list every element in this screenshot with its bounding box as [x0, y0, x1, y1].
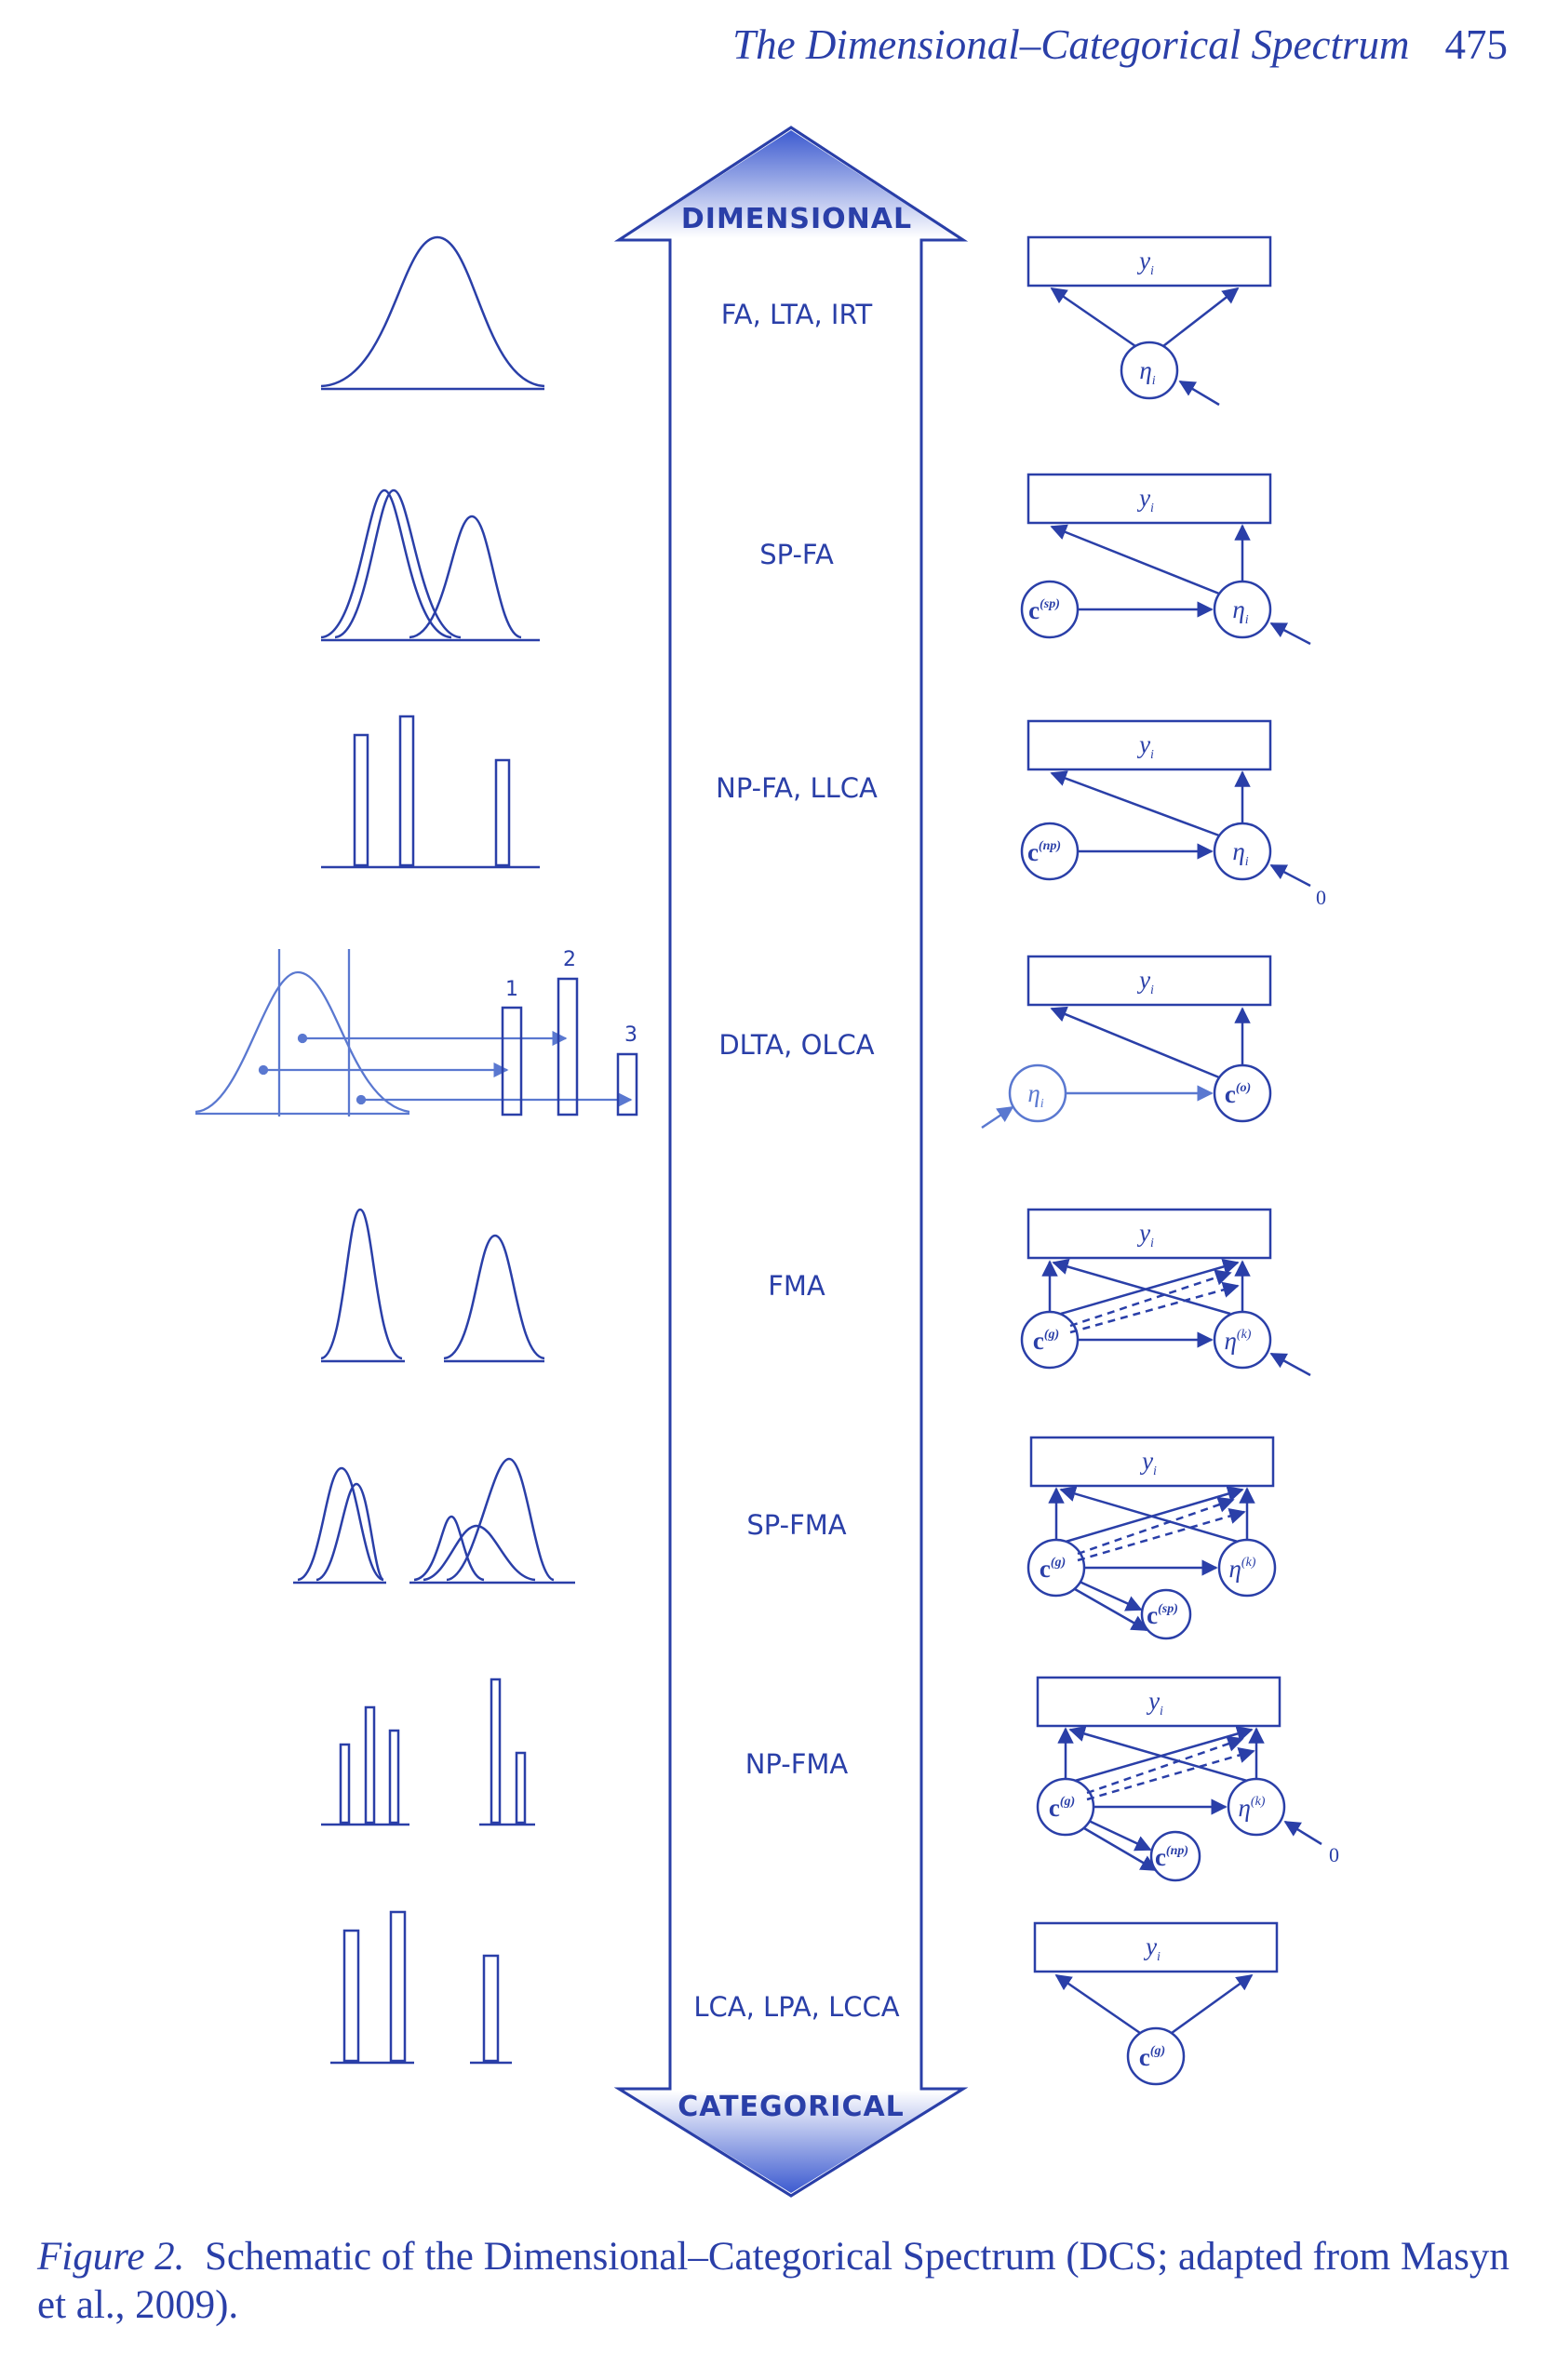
row4-category-bars	[501, 977, 638, 1116]
model-dlta-diagram	[981, 955, 1272, 1130]
svg-text:yi: yi	[1136, 966, 1154, 997]
svg-text:ηi: ηi	[1232, 595, 1248, 627]
model-sp-fma-diagram	[1026, 1436, 1277, 1640]
row-label-lca: LCA, LPA, LCCA	[693, 1991, 899, 2023]
row-label-fma: FMA	[768, 1270, 825, 1302]
row-label-dlta: DLTA, OLCA	[718, 1029, 874, 1061]
categorical-label: CATEGORICAL	[678, 2091, 905, 2123]
svg-text:yi: yi	[1136, 484, 1154, 515]
svg-text:η(k): η(k)	[1225, 1327, 1252, 1355]
category-number-3: 3	[624, 1023, 637, 1047]
model-labels: yi ηi yi c(sp) ηi yi c(np) ηi 0 yi ηi c(…	[1027, 247, 1339, 2071]
row-label-sp-fma: SP-FMA	[746, 1509, 846, 1541]
svg-text:c(g): c(g)	[1040, 1555, 1066, 1583]
svg-text:0: 0	[1329, 1843, 1339, 1866]
category-number-2: 2	[563, 948, 576, 971]
svg-text:c(g): c(g)	[1049, 1794, 1075, 1822]
svg-text:ηi: ηi	[1139, 356, 1155, 388]
running-head-title: The Dimensional–Categorical Spectrum	[732, 21, 1410, 68]
row-label-np-fa: NP-FA, LLCA	[716, 772, 878, 804]
model-fa-diagram	[1026, 235, 1272, 407]
model-lca-diagram	[1033, 1921, 1279, 2086]
row-label-np-fma: NP-FMA	[745, 1748, 849, 1780]
category-number-1: 1	[505, 978, 518, 1001]
svg-text:yi: yi	[1139, 1447, 1157, 1478]
svg-text:yi: yi	[1136, 730, 1154, 762]
svg-text:ηi: ηi	[1027, 1079, 1043, 1111]
row8-bars	[330, 1910, 512, 2065]
svg-text:η(k): η(k)	[1229, 1555, 1256, 1583]
spectrum-double-arrow	[613, 126, 969, 2198]
page-number: 475	[1444, 21, 1509, 68]
model-sp-fa-diagram	[1020, 473, 1311, 646]
svg-text:c(np): c(np)	[1027, 838, 1061, 866]
model-fma-diagram	[1020, 1208, 1311, 1377]
caption-text: Schematic of the Dimensional–Categorical…	[37, 2235, 1509, 2327]
arrow-head-bottom-gradient	[624, 2091, 959, 2193]
row-label-fa: FA, LTA, IRT	[721, 299, 873, 330]
svg-text:c(g): c(g)	[1139, 2043, 1165, 2071]
model-np-fma-diagram	[1036, 1676, 1322, 1882]
svg-text:c(g): c(g)	[1033, 1327, 1059, 1355]
row2-mixture-curves	[320, 488, 540, 642]
row7-bars	[321, 1678, 535, 1826]
row1-normal-curve	[320, 235, 545, 391]
row3-bars	[321, 715, 540, 869]
row-label-sp-fa: SP-FA	[759, 539, 834, 570]
svg-text:c(o): c(o)	[1225, 1080, 1251, 1108]
running-head: The Dimensional–Categorical Spectrum 475	[651, 20, 1508, 69]
dimensional-label: DIMENSIONAL	[681, 203, 912, 235]
row4-discretization	[195, 949, 633, 1116]
figure-caption: Figure 2. Schematic of the Dimensional–C…	[37, 2233, 1517, 2330]
figure-2-schematic: DIMENSIONAL CATEGORICAL FA, LTA, IRT SP-…	[195, 126, 1339, 2198]
svg-text:yi: yi	[1146, 1687, 1163, 1718]
svg-text:ηi: ηi	[1232, 837, 1248, 869]
model-np-fa-diagram	[1020, 719, 1311, 888]
svg-text:c(np): c(np)	[1155, 1843, 1188, 1871]
svg-text:yi: yi	[1136, 1219, 1154, 1250]
svg-text:yi: yi	[1136, 247, 1154, 278]
svg-text:η(k): η(k)	[1239, 1794, 1266, 1822]
figure-label: Figure 2.	[37, 2235, 185, 2279]
arrow-head-top-gradient	[624, 130, 959, 238]
svg-text:0: 0	[1316, 886, 1326, 909]
svg-text:yi: yi	[1143, 1932, 1161, 1964]
row6-mixture-curves	[293, 1457, 575, 1584]
svg-text:c(sp): c(sp)	[1028, 596, 1060, 624]
svg-text:c(sp): c(sp)	[1147, 1601, 1178, 1629]
row5-separated-curves	[320, 1208, 545, 1363]
